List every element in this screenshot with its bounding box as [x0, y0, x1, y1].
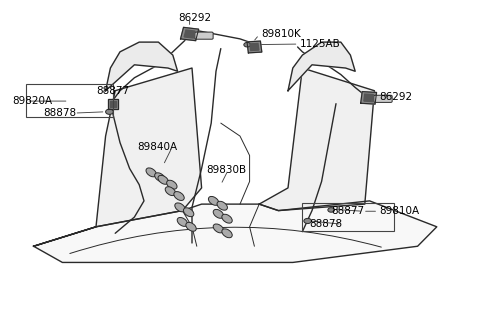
Polygon shape — [364, 94, 373, 102]
Ellipse shape — [175, 203, 185, 212]
Ellipse shape — [167, 180, 177, 189]
Text: 89830B: 89830B — [206, 165, 247, 175]
FancyBboxPatch shape — [195, 32, 213, 39]
FancyBboxPatch shape — [374, 95, 392, 102]
Text: 88877: 88877 — [331, 206, 364, 216]
Text: 89820A: 89820A — [12, 96, 52, 106]
Circle shape — [304, 218, 312, 224]
Ellipse shape — [213, 209, 224, 218]
Circle shape — [106, 109, 113, 114]
Polygon shape — [34, 201, 437, 262]
Ellipse shape — [222, 229, 232, 238]
Polygon shape — [110, 101, 116, 107]
Text: 88878: 88878 — [310, 219, 343, 229]
Polygon shape — [360, 92, 377, 104]
Text: 88877: 88877 — [96, 86, 129, 96]
Polygon shape — [106, 42, 178, 91]
Ellipse shape — [222, 214, 232, 223]
Polygon shape — [247, 41, 262, 53]
Ellipse shape — [208, 196, 219, 205]
Text: 86292: 86292 — [178, 13, 211, 23]
Text: 89810A: 89810A — [379, 206, 420, 216]
Text: 89840A: 89840A — [137, 143, 177, 152]
Text: 86292: 86292 — [379, 92, 412, 102]
Circle shape — [328, 208, 335, 212]
Text: 1125AB: 1125AB — [300, 39, 341, 49]
Ellipse shape — [158, 175, 168, 184]
Ellipse shape — [174, 191, 184, 201]
Polygon shape — [259, 68, 374, 211]
Circle shape — [244, 42, 251, 47]
Ellipse shape — [146, 168, 156, 177]
Text: 88878: 88878 — [43, 108, 76, 118]
Ellipse shape — [217, 201, 228, 210]
Ellipse shape — [165, 187, 176, 196]
Polygon shape — [288, 42, 355, 91]
Polygon shape — [184, 30, 195, 38]
Text: 89810K: 89810K — [262, 29, 301, 39]
Ellipse shape — [177, 217, 188, 226]
Polygon shape — [108, 99, 118, 109]
Ellipse shape — [186, 222, 196, 231]
Ellipse shape — [155, 173, 165, 182]
Polygon shape — [34, 68, 202, 246]
Ellipse shape — [213, 224, 224, 233]
Ellipse shape — [183, 208, 194, 217]
Polygon shape — [180, 27, 199, 41]
Polygon shape — [250, 43, 259, 51]
